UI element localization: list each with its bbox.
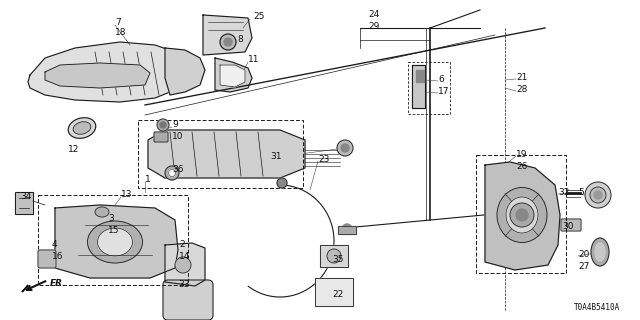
FancyBboxPatch shape bbox=[154, 132, 168, 142]
Text: 21: 21 bbox=[516, 73, 527, 82]
Polygon shape bbox=[416, 70, 424, 82]
Ellipse shape bbox=[68, 118, 96, 138]
Text: 26: 26 bbox=[516, 162, 527, 171]
Bar bbox=[338, 226, 356, 234]
Circle shape bbox=[510, 203, 534, 227]
Text: 1: 1 bbox=[145, 175, 151, 184]
Polygon shape bbox=[485, 162, 560, 270]
Text: 36: 36 bbox=[172, 165, 184, 174]
Bar bbox=[315, 278, 353, 306]
Bar bbox=[338, 226, 356, 234]
Text: 10: 10 bbox=[172, 132, 184, 141]
Bar bbox=[15, 192, 33, 214]
Text: 15: 15 bbox=[108, 226, 120, 235]
Circle shape bbox=[157, 119, 169, 131]
Circle shape bbox=[168, 170, 175, 177]
Text: 8: 8 bbox=[237, 35, 243, 44]
Polygon shape bbox=[55, 205, 178, 278]
Text: 25: 25 bbox=[253, 12, 264, 21]
Circle shape bbox=[341, 144, 349, 152]
Bar bbox=[315, 278, 353, 306]
Text: 23: 23 bbox=[318, 155, 330, 164]
Text: 19: 19 bbox=[516, 150, 527, 159]
Text: 20: 20 bbox=[578, 250, 589, 259]
Circle shape bbox=[165, 166, 179, 180]
Circle shape bbox=[327, 249, 341, 263]
Text: 28: 28 bbox=[516, 85, 527, 94]
Circle shape bbox=[175, 257, 191, 273]
Bar bbox=[320, 245, 348, 267]
Bar bbox=[15, 192, 33, 214]
Text: FR.: FR. bbox=[50, 278, 67, 287]
Polygon shape bbox=[203, 15, 252, 55]
Circle shape bbox=[220, 34, 236, 50]
Text: 18: 18 bbox=[115, 28, 127, 37]
Text: 6: 6 bbox=[438, 75, 444, 84]
Bar bbox=[320, 245, 348, 267]
Text: 7: 7 bbox=[115, 18, 121, 27]
Text: 13: 13 bbox=[121, 190, 132, 199]
Polygon shape bbox=[220, 65, 245, 87]
Polygon shape bbox=[22, 285, 28, 292]
Polygon shape bbox=[412, 65, 425, 108]
Text: 32: 32 bbox=[558, 188, 570, 197]
Bar bbox=[408, 62, 450, 114]
Text: 27: 27 bbox=[578, 262, 589, 271]
Text: 4: 4 bbox=[52, 240, 58, 249]
Ellipse shape bbox=[97, 228, 132, 256]
Circle shape bbox=[224, 38, 232, 46]
Text: 5: 5 bbox=[578, 188, 584, 197]
Text: 12: 12 bbox=[68, 145, 79, 154]
Text: 24: 24 bbox=[368, 10, 380, 19]
FancyBboxPatch shape bbox=[163, 280, 213, 320]
Polygon shape bbox=[45, 63, 150, 88]
Text: 2: 2 bbox=[179, 240, 184, 249]
Ellipse shape bbox=[591, 238, 609, 266]
Text: 3: 3 bbox=[108, 214, 114, 223]
Text: 22: 22 bbox=[332, 290, 343, 299]
Circle shape bbox=[160, 122, 166, 128]
Text: 30: 30 bbox=[562, 222, 573, 231]
Ellipse shape bbox=[88, 221, 143, 263]
Text: 17: 17 bbox=[438, 87, 449, 96]
Text: 31: 31 bbox=[270, 152, 282, 161]
Ellipse shape bbox=[595, 243, 605, 261]
Text: 11: 11 bbox=[248, 55, 259, 64]
Text: 33: 33 bbox=[178, 280, 189, 289]
Text: 29: 29 bbox=[368, 22, 380, 31]
Polygon shape bbox=[165, 243, 205, 286]
FancyBboxPatch shape bbox=[561, 219, 581, 231]
Circle shape bbox=[277, 178, 287, 188]
Text: 16: 16 bbox=[52, 252, 63, 261]
Bar bbox=[38, 195, 188, 285]
FancyBboxPatch shape bbox=[38, 250, 56, 268]
Circle shape bbox=[590, 187, 606, 203]
Text: 14: 14 bbox=[179, 252, 190, 261]
Ellipse shape bbox=[506, 197, 538, 233]
Polygon shape bbox=[215, 58, 252, 92]
Circle shape bbox=[585, 182, 611, 208]
Text: 9: 9 bbox=[172, 120, 178, 129]
Ellipse shape bbox=[95, 207, 109, 217]
Bar bbox=[138, 120, 303, 188]
Text: T0A4B5410A: T0A4B5410A bbox=[573, 303, 620, 312]
Circle shape bbox=[516, 209, 528, 221]
Ellipse shape bbox=[73, 122, 91, 134]
Ellipse shape bbox=[497, 188, 547, 243]
Polygon shape bbox=[165, 48, 205, 95]
Polygon shape bbox=[28, 42, 185, 102]
Circle shape bbox=[342, 224, 352, 234]
Circle shape bbox=[337, 140, 353, 156]
Text: 35: 35 bbox=[332, 255, 344, 264]
Text: 34: 34 bbox=[20, 192, 31, 201]
Polygon shape bbox=[148, 130, 305, 178]
Circle shape bbox=[594, 191, 602, 199]
Bar bbox=[476, 155, 566, 273]
